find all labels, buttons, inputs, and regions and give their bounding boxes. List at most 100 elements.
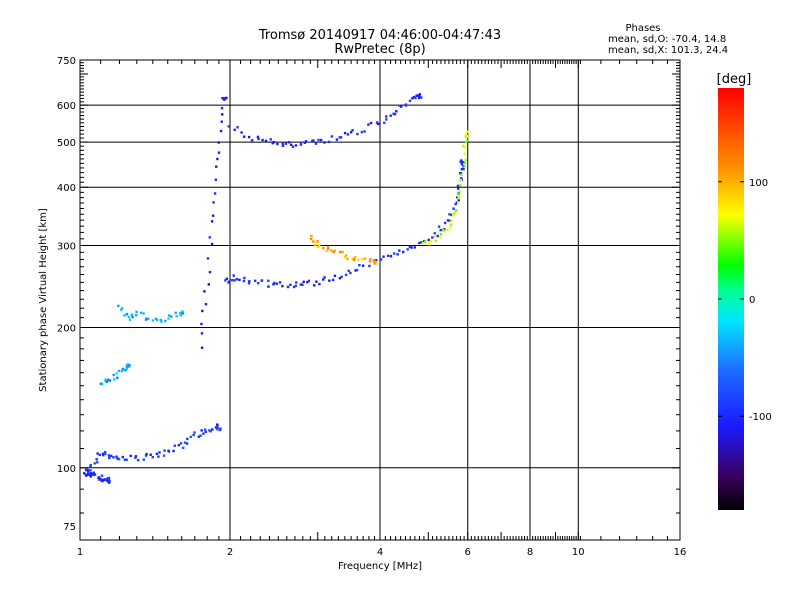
data-point [450,213,453,217]
data-point [400,105,403,108]
data-point [173,444,177,447]
data-point [91,473,95,477]
data-point [100,479,104,483]
data-point [376,122,380,126]
data-point [86,473,90,476]
data-point [326,247,330,251]
data-point [459,160,463,164]
data-point [465,140,468,144]
data-point [117,304,120,308]
x-tick-label: 4 [377,547,383,558]
data-point [204,430,208,434]
data-point [174,311,177,315]
data-point [458,184,462,187]
data-point [107,477,111,480]
data-point [236,126,239,129]
data-point [322,278,325,281]
data-point [446,228,449,232]
data-point [162,454,166,457]
data-point [219,129,223,133]
data-point [462,165,465,168]
data-point [124,368,127,372]
phases-header: Phases [625,23,660,34]
data-point [294,284,297,288]
data-point [93,473,97,476]
data-point [404,104,408,107]
data-point [227,125,230,128]
data-point [413,246,416,249]
data-point [312,139,315,142]
data-point [248,280,251,283]
data-point [272,140,276,144]
data-point [117,457,121,461]
data-point [211,428,214,431]
data-point [192,433,195,437]
data-point [339,250,342,254]
data-point [393,252,396,255]
data-point [454,209,458,212]
data-point [223,98,226,102]
data-point [159,318,162,322]
data-point [354,269,357,272]
x-tick-label: 2 [227,547,233,558]
data-point [338,277,342,280]
data-point [123,458,127,461]
data-point [410,246,413,249]
data-point [398,104,401,107]
data-point [203,290,206,293]
data-point [339,136,343,139]
data-point [466,139,469,142]
data-point [200,332,204,335]
data-point [299,143,303,146]
data-point [130,313,134,316]
data-point [446,219,450,222]
data-point [95,458,98,461]
data-point [392,112,395,115]
data-point [108,456,111,460]
data-point [418,241,421,245]
data-point [414,96,417,100]
data-point [125,367,128,370]
data-point [208,270,212,274]
data-point [333,274,337,278]
data-point [204,302,208,306]
data-point [439,236,442,239]
data-point [272,283,275,286]
data-point [355,268,359,272]
data-point [396,253,399,256]
data-point [199,434,202,437]
grid [80,60,680,540]
data-point [460,162,464,166]
data-point [457,201,460,204]
data-point [330,249,333,252]
data-point [452,212,456,215]
data-point [101,452,105,456]
data-point [466,130,469,133]
data-point [431,236,434,239]
data-point [215,427,219,431]
data-point [107,481,111,484]
data-point [328,279,331,282]
data-point [128,365,131,368]
data-point [295,281,298,284]
data-point [135,314,138,317]
data-point [85,474,88,477]
data-point [448,213,451,216]
data-point [456,192,460,196]
y-tick-label: 75 [63,522,76,533]
data-point [151,455,154,459]
data-point [257,281,260,285]
data-point [158,451,161,454]
data-point [462,161,465,164]
data-point [325,249,328,253]
data-point [177,443,181,447]
data-point [99,382,102,385]
data-point [134,456,137,459]
data-point [465,134,469,138]
data-point [107,454,111,457]
data-point [115,372,118,375]
data-point [233,279,236,282]
data-point [358,263,361,267]
data-point [163,449,166,452]
